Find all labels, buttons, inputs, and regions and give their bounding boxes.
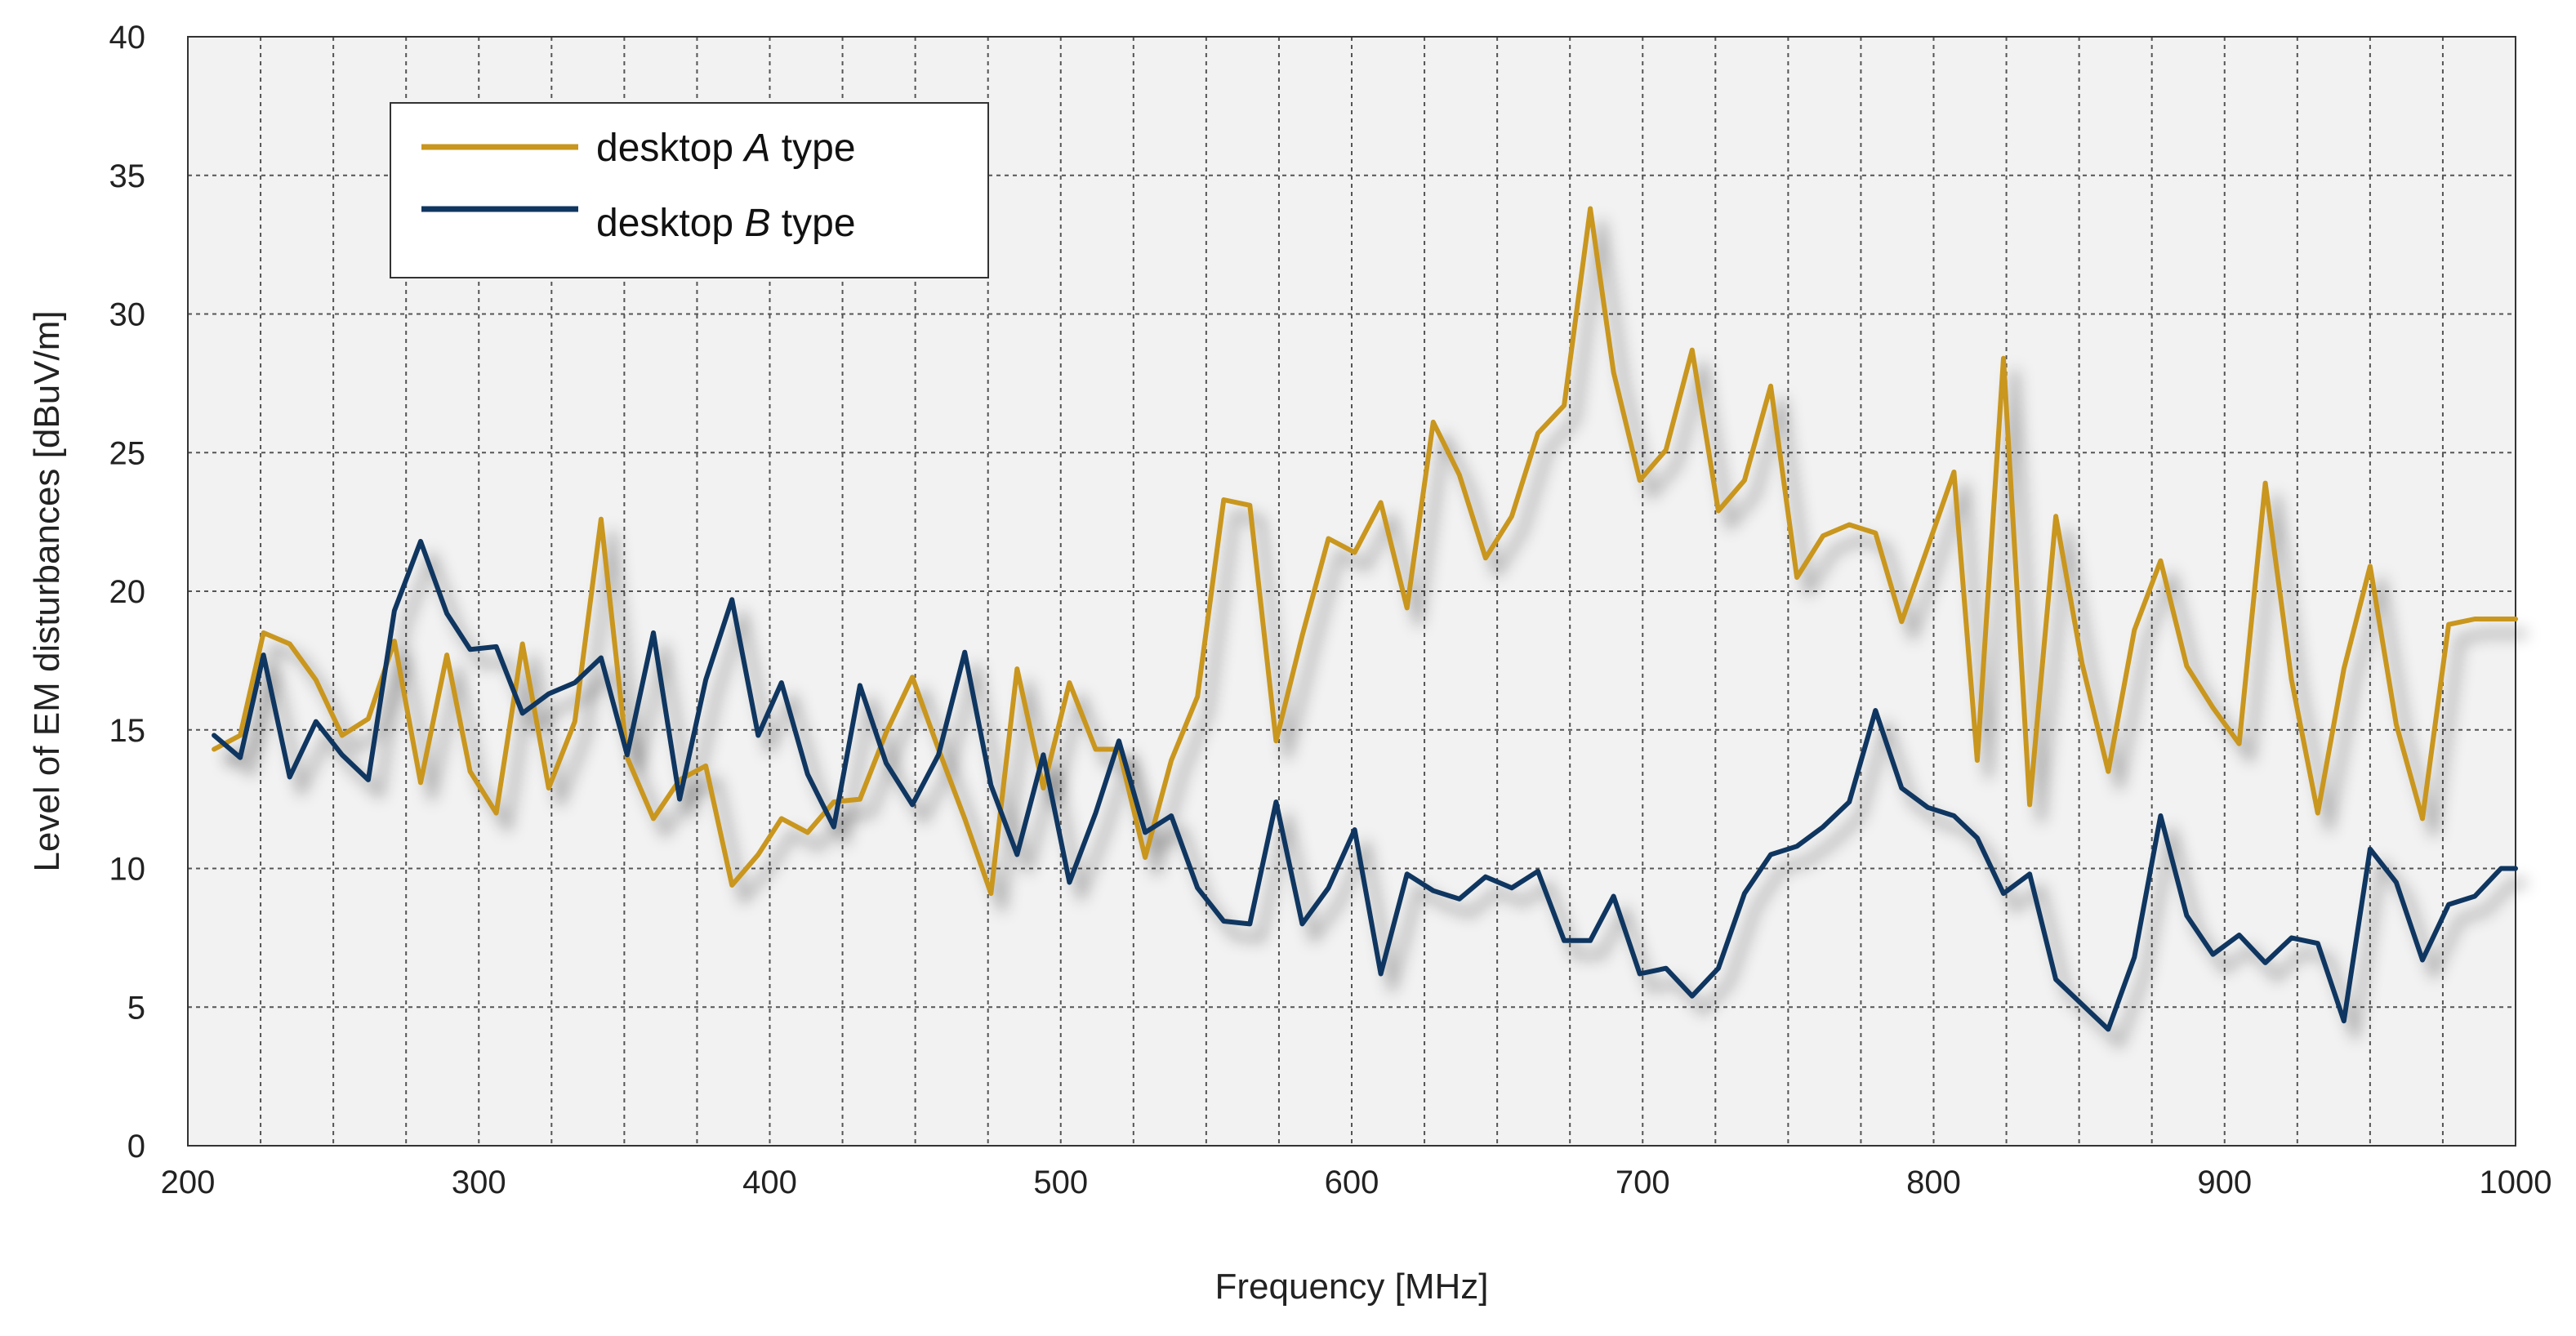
x-tick-label: 400 (742, 1165, 797, 1200)
y-tick-label: 35 (109, 158, 146, 194)
y-tick-label: 0 (127, 1129, 145, 1165)
x-tick-label: 900 (2197, 1165, 2252, 1200)
y-tick-label: 20 (109, 574, 146, 610)
y-tick-label: 25 (109, 435, 146, 471)
series-line-desktop-b-type (212, 538, 2518, 1032)
legend-label-desktop-b: desktop B type (596, 202, 856, 245)
y-tick-label: 10 (109, 852, 146, 888)
y-tick-label: 5 (127, 990, 145, 1026)
series-line-desktop-a-type (212, 206, 2518, 897)
legend-box (390, 102, 989, 278)
legend-label-desktop-a: desktop A type (596, 127, 856, 170)
y-tick-label: 40 (109, 20, 146, 56)
y-tick-label: 15 (109, 713, 146, 749)
x-tick-label: 800 (1906, 1165, 1961, 1200)
x-tick-label: 600 (1325, 1165, 1379, 1200)
legend: desktop A type desktop B type (390, 102, 989, 278)
x-tick-label: 700 (1616, 1165, 1670, 1200)
x-tick-label: 500 (1033, 1165, 1088, 1200)
x-tick-label: 200 (161, 1165, 216, 1200)
y-axis-title: Level of EM disturbances [dBuV/m] (27, 310, 67, 871)
y-tick-label: 30 (109, 297, 146, 333)
plot-frame (187, 36, 2516, 1147)
x-tick-label: 1000 (2480, 1165, 2552, 1200)
x-tick-label: 300 (452, 1165, 506, 1200)
series-lines (212, 206, 2518, 1032)
tick-labels: 200 300 400 500 600 700 800 900 1000 0 5 10 15 20 25 30… (109, 20, 2552, 1200)
x-axis-title: Frequency [MHz] (1215, 1267, 1489, 1307)
